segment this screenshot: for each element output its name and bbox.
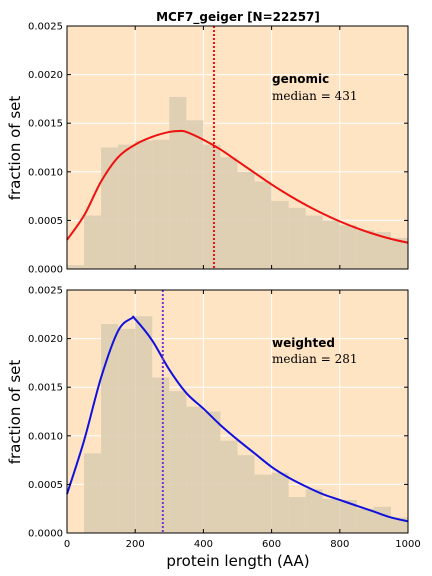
histogram-bar — [289, 208, 306, 269]
histogram-bar — [203, 145, 220, 269]
y-axis-label: fraction of set — [6, 360, 24, 465]
x-tick-label: 1000 — [395, 539, 420, 550]
histogram-bar — [306, 489, 323, 533]
y-tick-label: 0.0000 — [28, 529, 63, 540]
x-tick-label: 800 — [330, 539, 349, 550]
weighted-panel: fraction of set weighted median = 281 pr… — [6, 286, 421, 571]
histogram-bar — [169, 391, 186, 533]
histogram-bar — [84, 216, 101, 269]
median-label: median = 281 — [272, 352, 357, 366]
histogram-bar — [84, 453, 101, 533]
histogram-bar — [357, 230, 374, 269]
histogram-bar — [186, 120, 203, 269]
y-tick-label: 0.0005 — [28, 216, 63, 227]
histogram-bar — [220, 441, 237, 533]
histogram-bar — [323, 499, 340, 533]
y-tick-label: 0.0015 — [28, 383, 63, 394]
x-tick-label: 600 — [262, 539, 281, 550]
y-tick-label: 0.0010 — [28, 167, 63, 178]
histogram-bar — [374, 507, 391, 533]
histogram-bar — [255, 475, 272, 533]
histogram-bar — [152, 140, 169, 269]
y-tick-label: 0.0020 — [28, 70, 63, 81]
x-tick-label: 400 — [194, 539, 213, 550]
histogram-bar — [118, 145, 135, 269]
x-tick-label: 200 — [126, 539, 145, 550]
histogram-bar — [357, 509, 374, 533]
histogram-bar — [203, 412, 220, 534]
annotation-label: genomic — [272, 72, 329, 86]
histogram-bar — [135, 316, 152, 533]
histogram-bar — [272, 473, 289, 533]
histogram-bar — [101, 148, 118, 270]
y-tick-label: 0.0000 — [28, 265, 63, 276]
annotation-label: weighted — [272, 336, 335, 350]
x-tick-label: 0 — [64, 539, 70, 550]
histogram-bar — [135, 141, 152, 269]
y-tick-label: 0.0020 — [28, 334, 63, 345]
histogram-bar — [255, 182, 272, 269]
histogram-bar — [272, 201, 289, 269]
histogram-bar — [220, 157, 237, 269]
y-tick-label: 0.0015 — [28, 119, 63, 130]
histogram-bar — [238, 172, 255, 269]
histogram-bar — [152, 377, 169, 533]
histogram-bar — [118, 329, 135, 533]
histogram-bar — [323, 220, 340, 269]
histogram-bar — [289, 497, 306, 533]
histogram-bar — [101, 324, 118, 533]
genomic-panel: fraction of set genomic median = 431 0.0… — [6, 22, 408, 276]
histogram-bar — [169, 97, 186, 269]
chart-title: MCF7_geiger [N=22257] — [156, 10, 320, 25]
histogram-bar — [238, 455, 255, 533]
y-tick-label: 0.0010 — [28, 431, 63, 442]
median-label: median = 431 — [272, 89, 357, 103]
x-axis-label: protein length (AA) — [166, 552, 309, 570]
histogram-bar — [67, 265, 84, 269]
histogram-bar — [306, 216, 323, 269]
histogram-bar — [186, 407, 203, 533]
y-tick-label: 0.0025 — [28, 22, 63, 33]
y-tick-label: 0.0005 — [28, 480, 63, 491]
y-axis-label: fraction of set — [6, 96, 24, 201]
histogram-bar — [340, 225, 357, 269]
y-tick-label: 0.0025 — [28, 286, 63, 297]
